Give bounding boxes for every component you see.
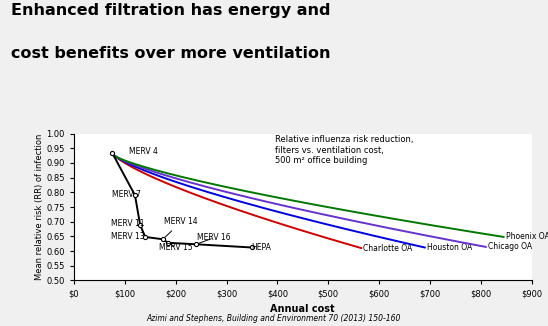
- Text: MERV 7: MERV 7: [112, 190, 141, 199]
- Text: MERV 14: MERV 14: [164, 217, 198, 237]
- Text: Enhanced filtration has energy and: Enhanced filtration has energy and: [11, 3, 330, 18]
- Text: cost benefits over more ventilation: cost benefits over more ventilation: [11, 46, 330, 61]
- Y-axis label: Mean relative risk (RR) of infection: Mean relative risk (RR) of infection: [35, 134, 44, 280]
- Text: Azimi and Stephens, Building and Environment 70 (2013) 150-160: Azimi and Stephens, Building and Environ…: [147, 314, 401, 323]
- Text: MERV 13: MERV 13: [111, 232, 144, 241]
- Text: Chicago OA: Chicago OA: [488, 243, 532, 251]
- X-axis label: Annual cost: Annual cost: [271, 304, 335, 314]
- Text: Charlotte OA: Charlotte OA: [363, 244, 413, 253]
- Text: HEPA: HEPA: [251, 243, 271, 252]
- Text: Houston OA: Houston OA: [427, 243, 472, 252]
- Text: MERV 4: MERV 4: [129, 147, 158, 156]
- Text: MERV 16: MERV 16: [197, 233, 231, 243]
- Text: Phoenix OA: Phoenix OA: [506, 232, 548, 242]
- Text: MERV 15: MERV 15: [159, 243, 193, 252]
- Text: MERV 11: MERV 11: [111, 219, 144, 228]
- Text: Relative influenza risk reduction,
filters vs. ventilation cost,
500 m² office b: Relative influenza risk reduction, filte…: [275, 135, 414, 165]
